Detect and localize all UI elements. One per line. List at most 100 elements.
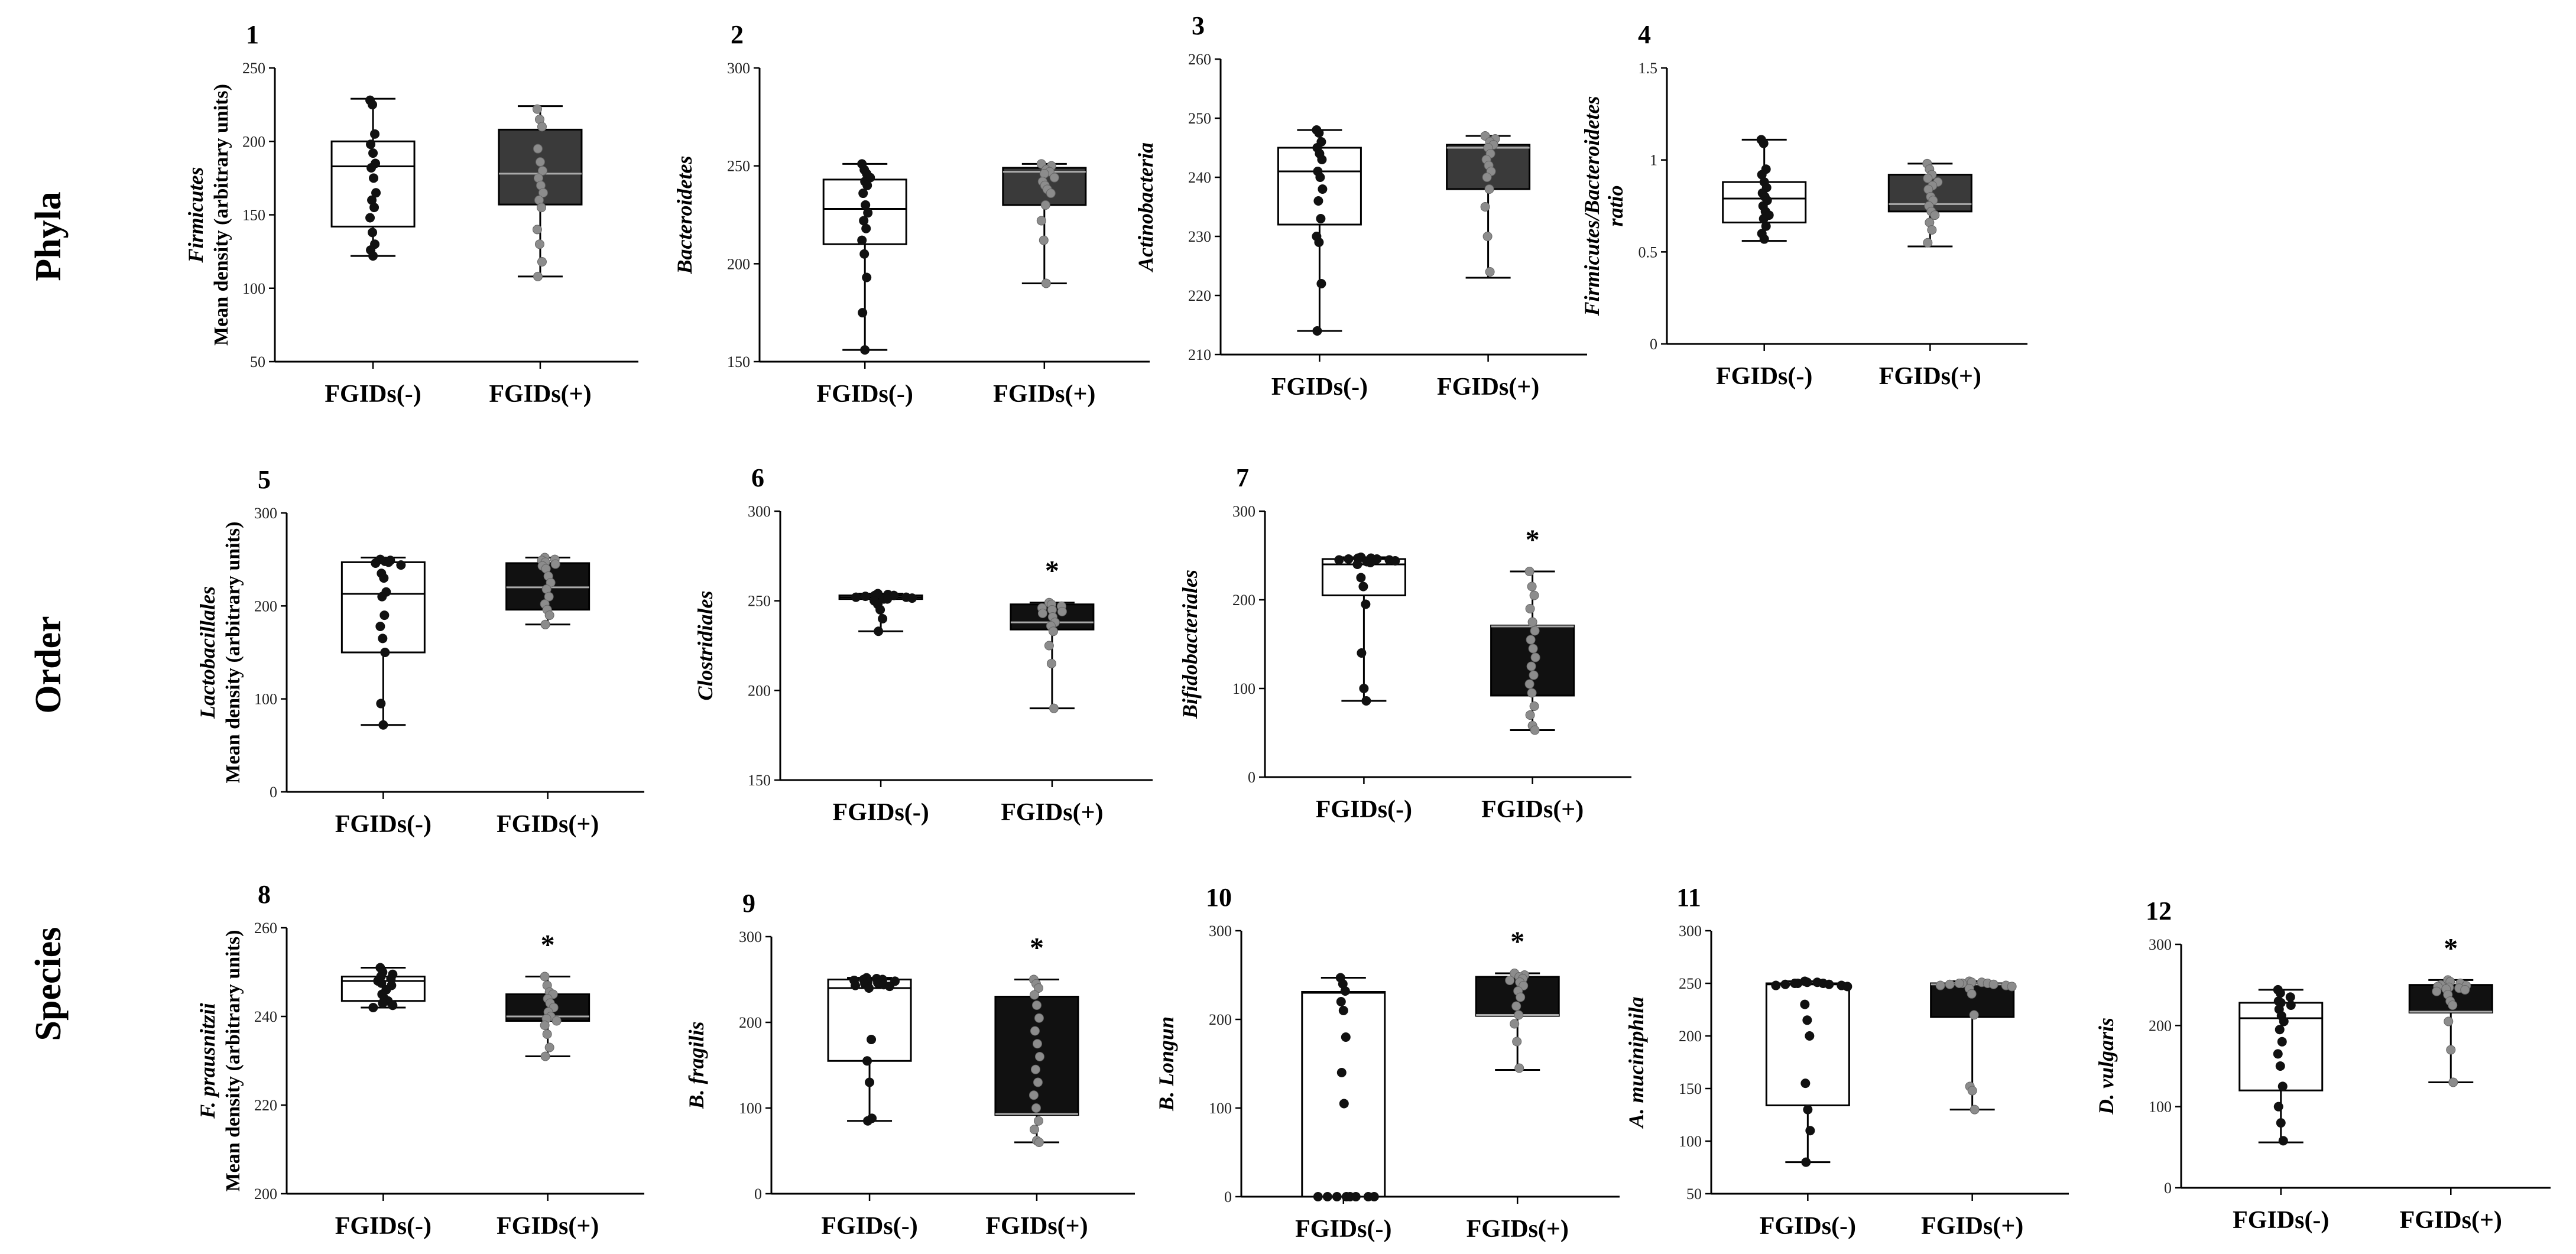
data-point [1761, 221, 1771, 231]
data-point [874, 626, 884, 636]
data-point [544, 592, 554, 602]
panel-number: 10 [1206, 883, 1232, 912]
data-point [1339, 1099, 1349, 1109]
x-category-label: FGIDs(+) [1001, 799, 1103, 826]
y-tick-label: 1 [1650, 152, 1657, 169]
points-fgids-neg [365, 95, 381, 261]
y-tick-label: 210 [1188, 346, 1211, 363]
data-point [1805, 1126, 1815, 1136]
data-point [1803, 1104, 1813, 1115]
data-point [1357, 648, 1367, 658]
data-point [1526, 661, 1536, 671]
data-point [371, 558, 381, 568]
points-fgids-pos [1922, 158, 1943, 248]
points-fgids-neg [851, 589, 917, 636]
x-category-label: FGIDs(+) [1879, 363, 1981, 390]
row-label-phyla: Phyla [28, 191, 69, 281]
y-tick-label: 300 [748, 503, 771, 520]
y-tick-label: 200 [727, 255, 750, 272]
data-point [1034, 1013, 1044, 1023]
significance-star: * [1510, 926, 1524, 957]
points-fgids-neg [1771, 976, 1852, 1167]
data-point [1361, 599, 1371, 609]
data-point [907, 593, 917, 603]
data-point [1316, 214, 1326, 223]
points-fgids-pos [537, 553, 560, 629]
data-point [1352, 560, 1362, 569]
data-point [1988, 979, 1998, 989]
data-point [1336, 997, 1346, 1006]
data-point [1344, 554, 1354, 564]
data-point [1039, 235, 1049, 245]
points-fgids-neg [368, 963, 398, 1012]
data-point [863, 208, 873, 218]
data-point [1358, 581, 1368, 592]
y-tick-label: 150 [242, 207, 265, 224]
data-point [379, 573, 389, 583]
x-category-label: FGIDs(-) [1316, 796, 1412, 823]
y-tick-label: 100 [1209, 1100, 1232, 1117]
y-tick-label: 0 [754, 1185, 762, 1203]
data-point [1033, 983, 1043, 993]
y-axis-label-line2: ratio [1604, 185, 1627, 226]
panel-number: 8 [258, 880, 271, 909]
data-point [1046, 658, 1056, 668]
y-tick-label: 50 [1686, 1185, 1702, 1203]
data-point [1970, 1104, 1980, 1115]
data-point [1801, 1157, 1811, 1167]
data-point [1805, 1031, 1815, 1041]
data-point [1336, 1068, 1347, 1077]
y-tick-label: 230 [1188, 228, 1211, 245]
significance-star: * [1526, 524, 1540, 555]
y-tick-label: 200 [2149, 1017, 2172, 1034]
data-point [1525, 710, 1535, 720]
data-point [384, 557, 394, 567]
points-fgids-pos [1524, 567, 1540, 735]
data-point [1802, 977, 1812, 987]
data-point [858, 189, 868, 199]
data-point [378, 634, 388, 644]
data-point [1514, 1063, 1524, 1073]
data-point [1485, 267, 1495, 277]
data-point [376, 699, 386, 709]
chart-panel-9: 0 100 200 300 FGIDs(-) FGIDs(+) 9 B. fragilis * [684, 889, 1135, 1240]
data-point [1967, 989, 1977, 999]
x-category-label: FGIDs(-) [2233, 1207, 2329, 1234]
x-category-label: FGIDs(+) [985, 1213, 1088, 1240]
data-point [375, 621, 385, 631]
data-point [369, 203, 379, 213]
data-point [1505, 976, 1515, 985]
x-category-label: FGIDs(-) [1295, 1216, 1391, 1243]
y-tick-label: 100 [1679, 1133, 1702, 1150]
data-point [380, 648, 390, 657]
significance-star: * [1045, 555, 1059, 587]
y-tick-label: 260 [254, 920, 277, 937]
data-point [1338, 1006, 1348, 1015]
data-point [2007, 982, 2017, 992]
x-category-label: FGIDs(-) [1760, 1213, 1856, 1240]
y-axis-label: Bifidobacteriales [1178, 570, 1202, 719]
chart-panel-2: 150 200 250 300 FGIDs(-) FGIDs(+) 2 Bacteroidet… [673, 20, 1150, 408]
points-fgids-neg [849, 973, 900, 1126]
data-point [537, 122, 547, 132]
data-point [1802, 1015, 1812, 1025]
x-category-label: FGIDs(+) [489, 381, 591, 408]
data-point [1759, 138, 1769, 148]
x-category-label: FGIDs(-) [1716, 363, 1812, 390]
data-point [1484, 184, 1494, 194]
points-fgids-neg [1756, 135, 1774, 244]
y-tick-label: 300 [2149, 936, 2172, 953]
y-tick-label: 300 [739, 928, 762, 946]
points-fgids-pos [1029, 974, 1044, 1147]
box-fgids-neg [1765, 980, 1850, 1164]
y-tick-label: 300 [1679, 922, 1702, 940]
data-point [370, 129, 380, 139]
data-point [1526, 635, 1536, 645]
data-point [863, 1116, 873, 1126]
panel-number: 1 [246, 20, 259, 49]
chart-panel-11: 50 100 150 200 250 300 FGIDs(-) FGIDs(+) 11 A. mu… [1624, 883, 2069, 1240]
y-axis-label: Actinobacteria [1134, 142, 1157, 272]
data-point [1315, 173, 1325, 182]
data-point [1530, 626, 1540, 636]
